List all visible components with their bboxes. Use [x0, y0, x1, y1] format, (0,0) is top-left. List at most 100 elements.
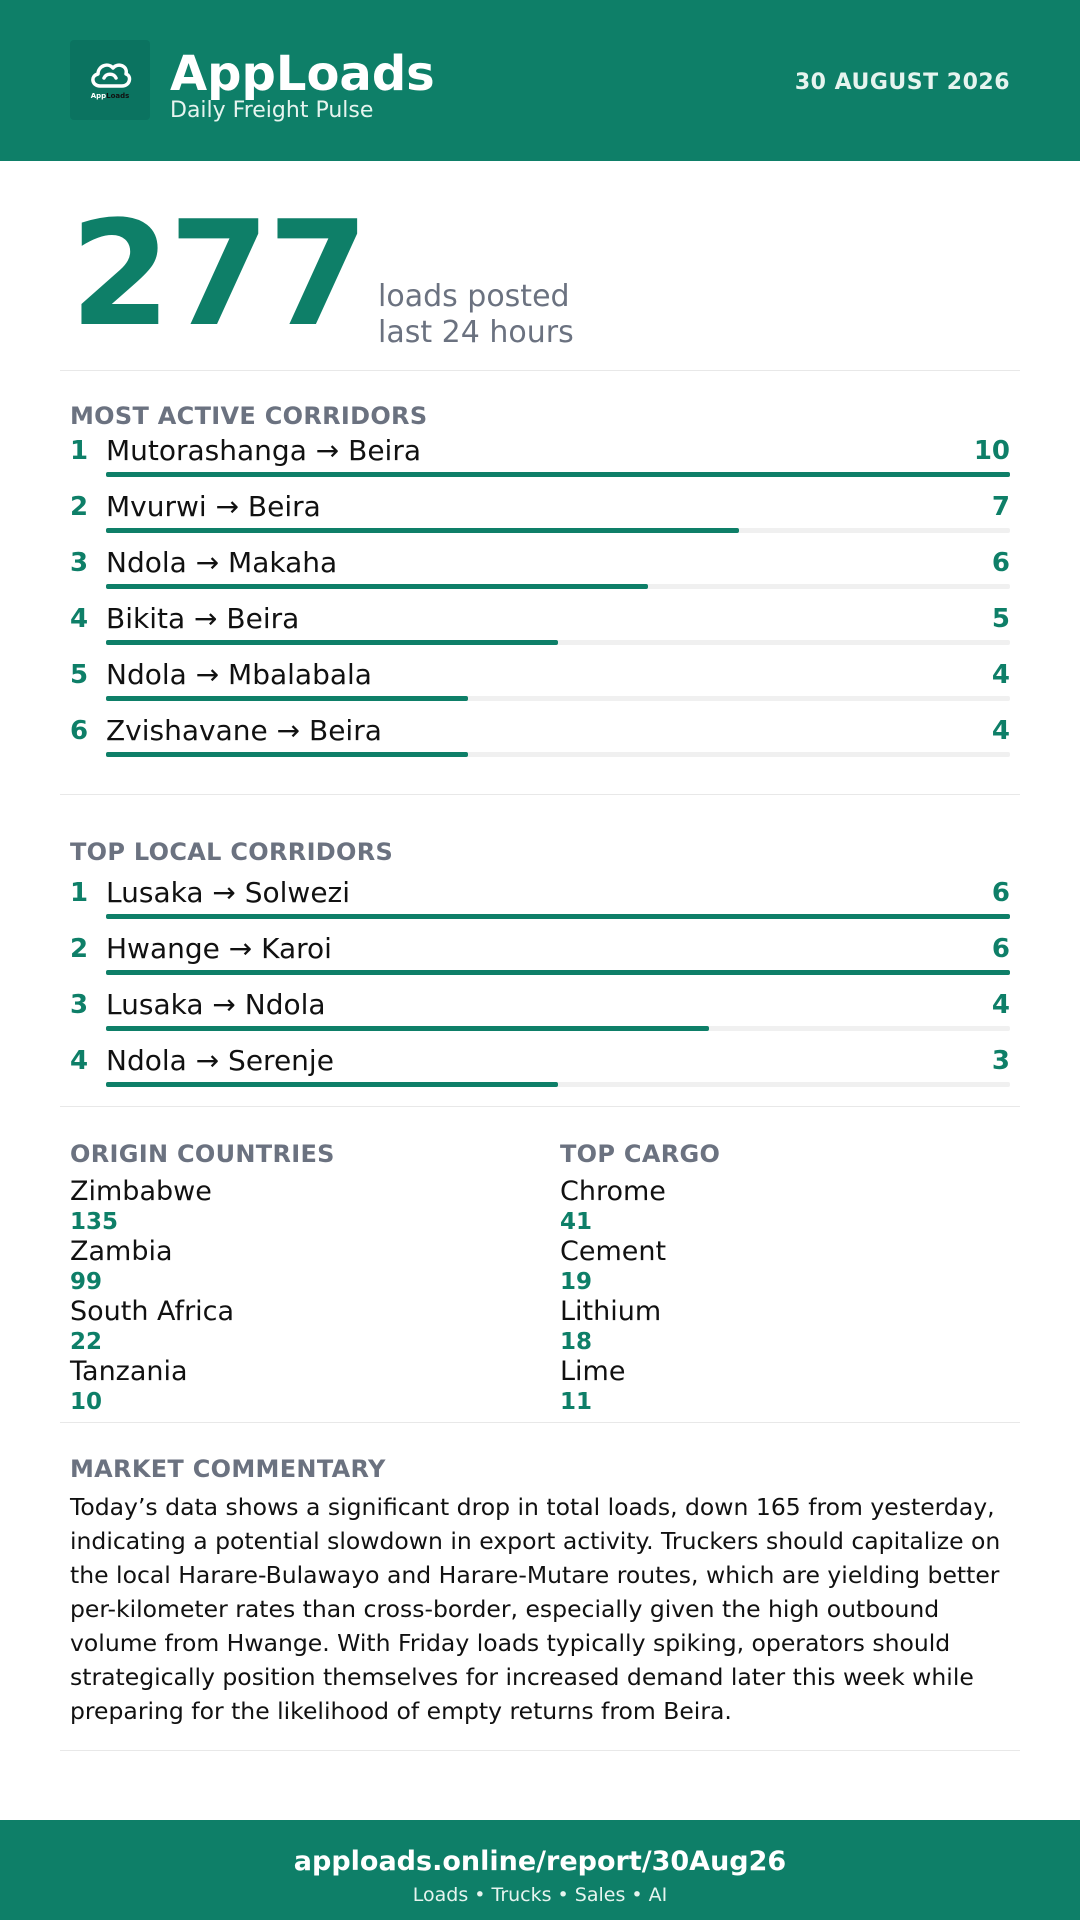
- corridor-row: 2 Mvurwi → Beira 7: [70, 490, 1010, 546]
- divider: [60, 370, 1020, 371]
- corridor-count: 10: [973, 436, 1010, 466]
- logo-wordmark: AppLoads: [90, 92, 130, 100]
- divider: [60, 1750, 1020, 1751]
- corridor-bar-track: [106, 970, 1010, 975]
- corridor-rank: 4: [70, 604, 89, 634]
- corridor-row: 2 Hwange → Karoi 6: [70, 932, 1010, 988]
- corridor-rank: 3: [70, 990, 89, 1020]
- corridor-bar-track: [106, 914, 1010, 919]
- corridor-count: 6: [991, 934, 1010, 964]
- stat-name: Lime: [560, 1356, 626, 1387]
- section-title-top-local: TOP LOCAL CORRIDORS: [70, 838, 394, 866]
- corridor-route: Lusaka → Solwezi: [106, 876, 351, 909]
- total-loads-label-line2: last 24 hours: [378, 315, 574, 350]
- section-title-commentary: MARKET COMMENTARY: [70, 1455, 386, 1483]
- corridor-row: 3 Lusaka → Ndola 4: [70, 988, 1010, 1044]
- corridor-rank: 6: [70, 716, 89, 746]
- divider: [60, 1106, 1020, 1107]
- corridor-bar-fill: [106, 584, 649, 589]
- corridor-bar-fill: [106, 1026, 709, 1031]
- section-title-most-active: MOST ACTIVE CORRIDORS: [70, 402, 428, 430]
- corridor-count: 3: [991, 1046, 1010, 1076]
- corridor-rank: 1: [70, 436, 89, 466]
- corridor-row: 4 Bikita → Beira 5: [70, 602, 1010, 658]
- corridor-count: 6: [991, 878, 1010, 908]
- corridor-row: 5 Ndola → Mbalabala 4: [70, 658, 1010, 714]
- corridor-count: 4: [991, 716, 1010, 746]
- divider: [60, 794, 1020, 795]
- stat-value: 18: [560, 1329, 593, 1355]
- stat-value: 22: [70, 1329, 103, 1355]
- corridor-bar-track: [106, 472, 1010, 477]
- stat-value: 10: [70, 1389, 103, 1415]
- corridor-bar-fill: [106, 472, 1010, 477]
- divider: [60, 1422, 1020, 1423]
- corridor-bar-track: [106, 528, 1010, 533]
- total-loads-label-line1: loads posted: [378, 279, 570, 314]
- stat-name: Zambia: [70, 1236, 173, 1267]
- footer-bar: apploads.online/report/30Aug26 Loads • T…: [0, 1820, 1080, 1920]
- section-title-origin-countries: ORIGIN COUNTRIES: [70, 1140, 335, 1168]
- stat-value: 99: [70, 1269, 103, 1295]
- corridor-bar-fill: [106, 914, 1010, 919]
- corridor-bar-fill: [106, 696, 468, 701]
- stat-name: Chrome: [560, 1176, 666, 1207]
- corridor-rank: 2: [70, 492, 89, 522]
- corridor-rank: 3: [70, 548, 89, 578]
- corridor-bar-fill: [106, 640, 558, 645]
- report-url-link[interactable]: apploads.online/report/30Aug26: [293, 1846, 787, 1877]
- corridor-bar-track: [106, 1082, 1010, 1087]
- corridor-count: 7: [991, 492, 1010, 522]
- corridor-route: Mutorashanga → Beira: [106, 434, 421, 467]
- corridor-bar-fill: [106, 1082, 558, 1087]
- corridor-bar-track: [106, 1026, 1010, 1031]
- app-logo: AppLoads: [70, 40, 150, 120]
- stat-value: 135: [70, 1209, 119, 1235]
- corridor-row: 4 Ndola → Serenje 3: [70, 1044, 1010, 1100]
- stat-name: Cement: [560, 1236, 667, 1267]
- corridor-route: Lusaka → Ndola: [106, 988, 326, 1021]
- brand-tagline: Daily Freight Pulse: [170, 98, 374, 123]
- section-title-top-cargo: TOP CARGO: [560, 1140, 721, 1168]
- corridor-route: Hwange → Karoi: [106, 932, 332, 965]
- stat-name: Zimbabwe: [70, 1176, 212, 1207]
- corridor-row: 3 Ndola → Makaha 6: [70, 546, 1010, 602]
- total-loads-number: 277: [70, 190, 369, 359]
- corridor-route: Bikita → Beira: [106, 602, 300, 635]
- corridor-bar-fill: [106, 970, 1010, 975]
- header-bar: AppLoads AppLoads Daily Freight Pulse 30…: [0, 0, 1080, 161]
- corridor-bar-fill: [106, 528, 739, 533]
- market-commentary-text: Today’s data shows a significant drop in…: [70, 1493, 1001, 1725]
- corridor-count: 4: [991, 990, 1010, 1020]
- corridor-count: 6: [991, 548, 1010, 578]
- corridor-route: Mvurwi → Beira: [106, 490, 321, 523]
- corridor-rank: 4: [70, 1046, 89, 1076]
- corridor-route: Ndola → Serenje: [106, 1044, 334, 1077]
- stat-name: Tanzania: [70, 1356, 188, 1387]
- corridor-rank: 1: [70, 878, 89, 908]
- footer-tagline: Loads • Trucks • Sales • AI: [412, 1884, 668, 1906]
- corridor-route: Zvishavane → Beira: [106, 714, 382, 747]
- corridor-row: 1 Mutorashanga → Beira 10: [70, 434, 1010, 490]
- corridor-route: Ndola → Mbalabala: [106, 658, 372, 691]
- corridor-count: 4: [991, 660, 1010, 690]
- cloud-logo-icon: [91, 63, 132, 88]
- corridor-rank: 5: [70, 660, 89, 690]
- corridor-route: Ndola → Makaha: [106, 546, 338, 579]
- stat-value: 41: [560, 1209, 593, 1235]
- stat-name: South Africa: [70, 1296, 235, 1327]
- corridor-bar-track: [106, 640, 1010, 645]
- corridor-bar-fill: [106, 752, 468, 757]
- corridor-bar-track: [106, 752, 1010, 757]
- stat-value: 19: [560, 1269, 593, 1295]
- stat-value: 11: [560, 1389, 593, 1415]
- brand-name: AppLoads: [170, 46, 435, 102]
- corridor-row: 1 Lusaka → Solwezi 6: [70, 876, 1010, 932]
- corridor-row: 6 Zvishavane → Beira 4: [70, 714, 1010, 770]
- corridor-count: 5: [991, 604, 1010, 634]
- corridor-bar-track: [106, 584, 1010, 589]
- stat-name: Lithium: [560, 1296, 662, 1327]
- report-date: 30 AUGUST 2026: [794, 70, 1010, 95]
- corridor-rank: 2: [70, 934, 89, 964]
- corridor-bar-track: [106, 696, 1010, 701]
